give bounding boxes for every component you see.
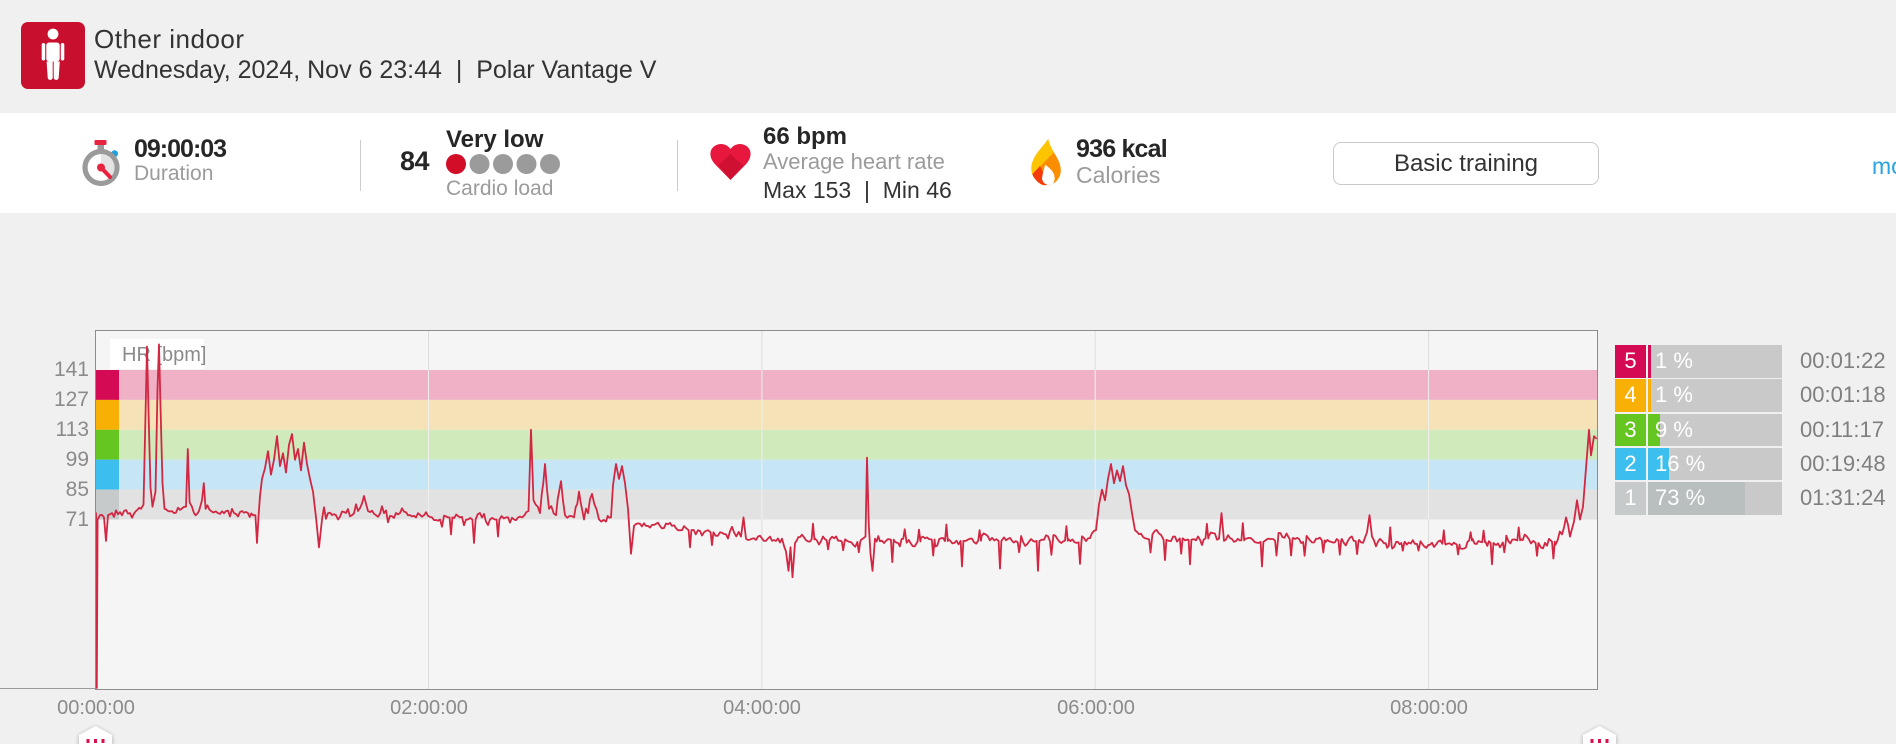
svg-text:HR [bpm]: HR [bpm] xyxy=(122,344,206,366)
